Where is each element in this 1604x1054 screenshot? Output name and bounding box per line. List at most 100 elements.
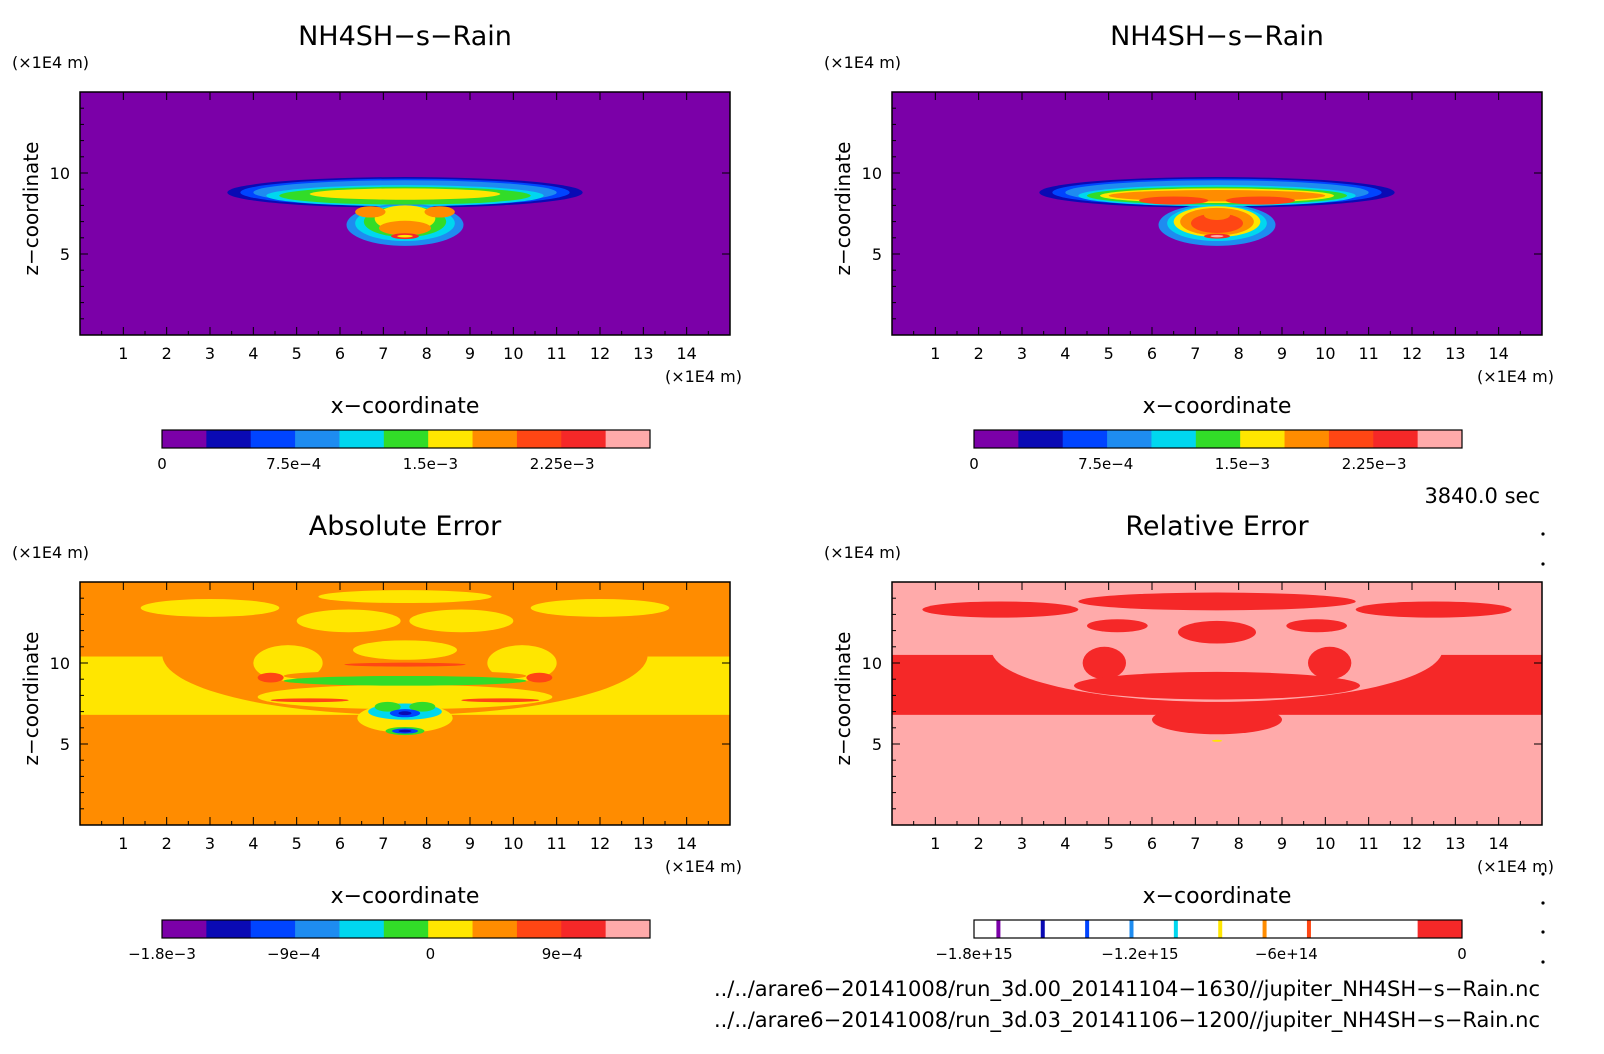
x-axis-label: x−coordinate	[1143, 884, 1292, 909]
y-axis-label: z−coordinate	[831, 142, 855, 276]
colorbar-frame	[161, 429, 651, 449]
colorbar-label: 7.5e−4	[266, 455, 321, 473]
field-region-12	[1211, 739, 1223, 742]
x-tick-label: 11	[546, 344, 566, 363]
field-region-5	[1178, 620, 1256, 644]
field-region-12	[355, 206, 386, 218]
field-region-2	[140, 599, 280, 617]
x-tick-label: 6	[1147, 344, 1157, 363]
y-tick-label: 10	[862, 654, 882, 673]
x-tick-label: 3	[205, 834, 215, 853]
y-tick-label: 5	[60, 245, 70, 264]
x-tick-label: 10	[1315, 344, 1335, 363]
x-tick-label: 4	[1060, 344, 1070, 363]
x-unit-label: (×1E4 m)	[1477, 857, 1554, 876]
colorbar-swatch	[383, 920, 429, 938]
colorbar-swatch	[295, 920, 340, 938]
x-tick-label: 10	[1315, 834, 1335, 853]
colorbar-label: −1.8e+15	[935, 945, 1012, 963]
x-tick-label: 7	[1190, 834, 1200, 853]
colorbar-swatch	[516, 430, 562, 448]
colorbar-label: 1.5e−3	[403, 455, 458, 473]
colorbar: −1.8e+15 −1.2e+15 −6e+14 0	[935, 919, 1467, 963]
x-tick-label: 7	[378, 834, 388, 853]
x-tick-label: 6	[335, 344, 345, 363]
x-tick-label: 14	[676, 344, 696, 363]
field-region-5	[530, 599, 670, 617]
y-tick-label: 10	[50, 654, 70, 673]
colorbar-marker	[1129, 920, 1134, 938]
colorbar-swatch	[1018, 430, 1064, 448]
x-tick-label: 5	[1104, 344, 1114, 363]
colorbar-swatch	[1328, 430, 1374, 448]
y-axis-label: z−coordinate	[19, 632, 43, 766]
colorbar-swatch	[206, 430, 252, 448]
field-region-13	[1225, 196, 1296, 205]
colorbar-marker	[1085, 920, 1090, 938]
colorbar-swatch	[1373, 430, 1419, 448]
colorbar-swatch	[1195, 430, 1241, 448]
x-tick-label: 6	[335, 834, 345, 853]
field-region-11	[379, 220, 431, 236]
field-region-10	[257, 684, 553, 710]
x-tick-label: 13	[1445, 344, 1465, 363]
y-unit-label: (×1E4 m)	[824, 53, 901, 72]
file-path-1: ../../arare6−20141008/run_3d.00_20141104…	[714, 977, 1540, 1002]
colorbar-label: 0	[969, 455, 979, 473]
x-tick-label: 2	[974, 344, 984, 363]
field-region-9	[487, 645, 557, 681]
plot-area	[80, 582, 730, 825]
x-tick-label: 9	[465, 834, 475, 853]
field-region-23	[398, 711, 412, 716]
field-region-17	[1210, 235, 1224, 238]
colorbar-swatch	[605, 920, 651, 938]
y-tick-label: 5	[872, 735, 882, 754]
colorbar-marker	[1173, 920, 1178, 938]
x-tick-label: 3	[205, 344, 215, 363]
field-region-9	[1308, 646, 1352, 680]
panel-title: Absolute Error	[309, 511, 502, 542]
colorbar-swatch	[1417, 920, 1463, 938]
panel-2: 1 2 3 4 5 6 7 8 9 10 11 12 13 14510NH4SH−s−Rain(×1E4 …	[824, 21, 1554, 473]
colorbar-frame	[973, 919, 1463, 939]
colorbar-label: −9e−4	[267, 945, 320, 963]
field-region-3	[296, 609, 401, 633]
field-region-6	[318, 590, 492, 604]
colorbar-swatch	[561, 920, 607, 938]
x-tick-label: 14	[1488, 344, 1508, 363]
colorbar-swatch	[1151, 430, 1197, 448]
colorbar-label: 7.5e−4	[1078, 455, 1133, 473]
colorbar-swatch	[383, 430, 429, 448]
colorbar: 0 7.5e−4 1.5e−3 2.25e−3	[969, 429, 1463, 473]
x-tick-label: 14	[1488, 834, 1508, 853]
colorbar-label: 0	[1457, 945, 1467, 963]
field-region-7	[353, 640, 457, 660]
x-tick-label: 1	[930, 834, 940, 853]
x-tick-label: 9	[465, 344, 475, 363]
plot-area	[892, 92, 1542, 335]
colorbar-swatch	[1328, 920, 1374, 938]
colorbar: 0 7.5e−4 1.5e−3 2.25e−3	[157, 429, 651, 473]
colorbar-swatch	[561, 430, 607, 448]
x-tick-label: 10	[503, 344, 523, 363]
time-label: 3840.0 sec	[1424, 484, 1540, 508]
x-tick-label: 5	[292, 344, 302, 363]
colorbar-swatch	[516, 920, 562, 938]
y-unit-label: (×1E4 m)	[12, 543, 89, 562]
field-region-15	[397, 234, 413, 238]
file-path-2: ../../arare6−20141008/run_3d.03_20141106…	[714, 1008, 1540, 1033]
x-unit-label: (×1E4 m)	[1477, 367, 1554, 386]
colorbar-marker	[996, 920, 1001, 938]
colorbar-swatch	[974, 430, 1019, 448]
colorbar-swatch	[1240, 430, 1286, 448]
x-unit-label: (×1E4 m)	[665, 367, 742, 386]
field-region-15	[1204, 210, 1230, 220]
field-region-9	[309, 188, 501, 200]
plot-area	[892, 582, 1542, 825]
x-tick-label: 11	[1358, 834, 1378, 853]
colorbar-swatch	[1284, 430, 1330, 448]
y-tick-label: 10	[50, 164, 70, 183]
x-tick-label: 9	[1277, 344, 1287, 363]
